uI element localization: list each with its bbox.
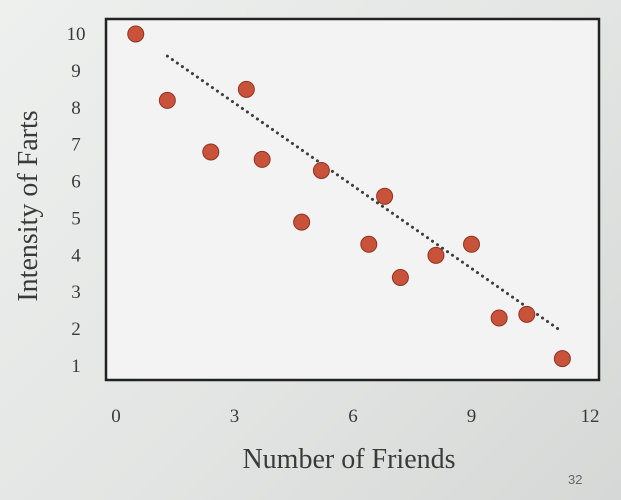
y-tick-label: 7 — [71, 135, 81, 156]
data-point — [127, 25, 145, 43]
data-point — [360, 235, 378, 253]
y-tick-label: 9 — [71, 61, 81, 82]
data-point — [237, 80, 255, 98]
plot-frame — [104, 17, 601, 382]
data-point — [427, 246, 445, 264]
y-tick-labels: 1 2 3 4 5 6 7 8 9 10 — [67, 24, 86, 377]
slide-page-number: 32 — [568, 472, 583, 487]
y-axis-label: Intensity of Farts — [13, 110, 44, 301]
data-point — [202, 143, 220, 161]
y-tick-label: 10 — [67, 24, 86, 45]
data-point — [253, 150, 271, 168]
data-point — [391, 268, 409, 286]
y-tick-label: 2 — [71, 319, 81, 340]
x-tick-label: 9 — [467, 406, 477, 427]
trendline — [165, 54, 560, 331]
y-tick-label: 5 — [71, 208, 81, 229]
x-tick-label: 6 — [348, 406, 358, 427]
data-point — [293, 213, 311, 231]
x-tick-label: 0 — [111, 406, 121, 427]
data-points-group — [127, 25, 571, 368]
data-point — [490, 309, 508, 327]
data-point — [376, 187, 394, 205]
x-axis-label: Number of Friends — [242, 444, 455, 475]
x-tick-labels: 0 3 6 9 12 — [111, 406, 599, 427]
data-point — [158, 91, 176, 109]
x-tick-label: 3 — [230, 406, 240, 427]
y-tick-label: 6 — [71, 172, 81, 193]
data-point — [518, 305, 536, 323]
data-point — [312, 161, 330, 179]
y-tick-label: 1 — [71, 356, 81, 377]
y-tick-label: 3 — [71, 282, 81, 303]
y-tick-label: 4 — [71, 245, 81, 266]
data-point — [553, 350, 571, 368]
trendline-group — [165, 54, 560, 331]
x-tick-label: 12 — [581, 406, 600, 427]
data-point — [463, 235, 480, 253]
y-tick-label: 8 — [71, 98, 81, 119]
